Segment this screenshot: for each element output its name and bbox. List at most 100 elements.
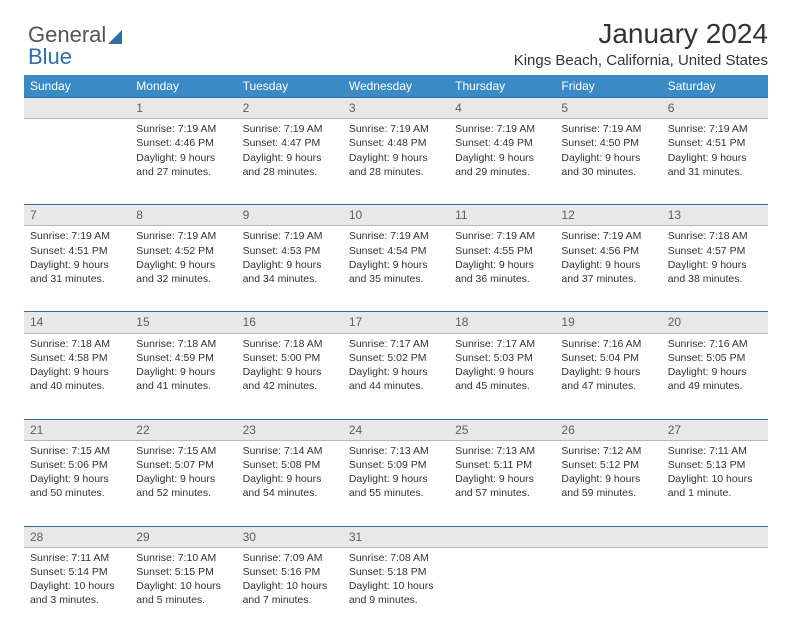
day1-text: Daylight: 9 hours <box>243 151 337 165</box>
day-number: 24 <box>343 419 449 440</box>
day2-text: and 30 minutes. <box>561 165 655 179</box>
day1-text: Daylight: 9 hours <box>349 365 443 379</box>
day2-text: and 54 minutes. <box>243 486 337 500</box>
day2-text: and 47 minutes. <box>561 379 655 393</box>
sunrise-text: Sunrise: 7:11 AM <box>668 444 762 458</box>
day-cell: Sunrise: 7:19 AMSunset: 4:53 PMDaylight:… <box>237 226 343 312</box>
sunset-text: Sunset: 5:18 PM <box>349 565 443 579</box>
sunset-text: Sunset: 4:50 PM <box>561 136 655 150</box>
daynum-row: 21222324252627 <box>24 419 768 440</box>
sunset-text: Sunset: 5:08 PM <box>243 458 337 472</box>
day-cell: Sunrise: 7:18 AMSunset: 4:57 PMDaylight:… <box>662 226 768 312</box>
day2-text: and 31 minutes. <box>668 165 762 179</box>
sunset-text: Sunset: 4:59 PM <box>136 351 230 365</box>
month-title: January 2024 <box>24 18 768 50</box>
sunset-text: Sunset: 5:11 PM <box>455 458 549 472</box>
day-number <box>662 526 768 547</box>
day1-text: Daylight: 9 hours <box>561 365 655 379</box>
sunrise-text: Sunrise: 7:19 AM <box>349 122 443 136</box>
sunset-text: Sunset: 4:53 PM <box>243 244 337 258</box>
daynum-row: 78910111213 <box>24 205 768 226</box>
week-row: Sunrise: 7:19 AMSunset: 4:46 PMDaylight:… <box>24 119 768 205</box>
day-cell: Sunrise: 7:12 AMSunset: 5:12 PMDaylight:… <box>555 440 661 526</box>
day-number <box>555 526 661 547</box>
day2-text: and 55 minutes. <box>349 486 443 500</box>
day-number: 2 <box>237 98 343 119</box>
day-cell: Sunrise: 7:16 AMSunset: 5:04 PMDaylight:… <box>555 333 661 419</box>
day1-text: Daylight: 9 hours <box>561 151 655 165</box>
sunset-text: Sunset: 5:09 PM <box>349 458 443 472</box>
day-cell: Sunrise: 7:13 AMSunset: 5:11 PMDaylight:… <box>449 440 555 526</box>
sunrise-text: Sunrise: 7:16 AM <box>561 337 655 351</box>
sunrise-text: Sunrise: 7:19 AM <box>136 229 230 243</box>
day-number: 14 <box>24 312 130 333</box>
day2-text: and 5 minutes. <box>136 593 230 607</box>
sunrise-text: Sunrise: 7:13 AM <box>455 444 549 458</box>
sunset-text: Sunset: 4:47 PM <box>243 136 337 150</box>
day-number: 22 <box>130 419 236 440</box>
day1-text: Daylight: 9 hours <box>30 472 124 486</box>
day-number: 26 <box>555 419 661 440</box>
day-cell: Sunrise: 7:11 AMSunset: 5:14 PMDaylight:… <box>24 547 130 633</box>
sunrise-text: Sunrise: 7:19 AM <box>561 122 655 136</box>
day2-text: and 3 minutes. <box>30 593 124 607</box>
day-number: 8 <box>130 205 236 226</box>
day1-text: Daylight: 9 hours <box>136 365 230 379</box>
logo-part2: Blue <box>28 44 72 70</box>
day-number: 10 <box>343 205 449 226</box>
day2-text: and 35 minutes. <box>349 272 443 286</box>
day1-text: Daylight: 9 hours <box>455 258 549 272</box>
sunset-text: Sunset: 5:05 PM <box>668 351 762 365</box>
day-number: 21 <box>24 419 130 440</box>
day1-text: Daylight: 9 hours <box>136 258 230 272</box>
sunset-text: Sunset: 5:14 PM <box>30 565 124 579</box>
sunset-text: Sunset: 5:13 PM <box>668 458 762 472</box>
day-cell: Sunrise: 7:19 AMSunset: 4:55 PMDaylight:… <box>449 226 555 312</box>
day-cell: Sunrise: 7:10 AMSunset: 5:15 PMDaylight:… <box>130 547 236 633</box>
day1-text: Daylight: 10 hours <box>243 579 337 593</box>
sunset-text: Sunset: 5:04 PM <box>561 351 655 365</box>
day-cell: Sunrise: 7:19 AMSunset: 4:49 PMDaylight:… <box>449 119 555 205</box>
sunrise-text: Sunrise: 7:19 AM <box>243 122 337 136</box>
day2-text: and 41 minutes. <box>136 379 230 393</box>
day2-text: and 50 minutes. <box>30 486 124 500</box>
day-cell: Sunrise: 7:19 AMSunset: 4:54 PMDaylight:… <box>343 226 449 312</box>
sunrise-text: Sunrise: 7:19 AM <box>455 122 549 136</box>
day1-text: Daylight: 9 hours <box>136 472 230 486</box>
day1-text: Daylight: 9 hours <box>243 258 337 272</box>
day2-text: and 38 minutes. <box>668 272 762 286</box>
sunset-text: Sunset: 5:07 PM <box>136 458 230 472</box>
sunset-text: Sunset: 4:52 PM <box>136 244 230 258</box>
sunset-text: Sunset: 5:03 PM <box>455 351 549 365</box>
title-block: January 2024 Kings Beach, California, Un… <box>24 18 768 69</box>
sunrise-text: Sunrise: 7:12 AM <box>561 444 655 458</box>
day1-text: Daylight: 9 hours <box>349 472 443 486</box>
day-cell: Sunrise: 7:15 AMSunset: 5:06 PMDaylight:… <box>24 440 130 526</box>
day-number: 16 <box>237 312 343 333</box>
day2-text: and 44 minutes. <box>349 379 443 393</box>
day-number: 4 <box>449 98 555 119</box>
day1-text: Daylight: 9 hours <box>668 151 762 165</box>
day2-text: and 7 minutes. <box>243 593 337 607</box>
sunset-text: Sunset: 4:51 PM <box>30 244 124 258</box>
week-row: Sunrise: 7:11 AMSunset: 5:14 PMDaylight:… <box>24 547 768 633</box>
sunrise-text: Sunrise: 7:18 AM <box>668 229 762 243</box>
sunset-text: Sunset: 5:00 PM <box>243 351 337 365</box>
day-cell: Sunrise: 7:16 AMSunset: 5:05 PMDaylight:… <box>662 333 768 419</box>
sunrise-text: Sunrise: 7:17 AM <box>349 337 443 351</box>
sunset-text: Sunset: 5:02 PM <box>349 351 443 365</box>
sunrise-text: Sunrise: 7:15 AM <box>30 444 124 458</box>
day1-text: Daylight: 10 hours <box>136 579 230 593</box>
day-cell: Sunrise: 7:19 AMSunset: 4:56 PMDaylight:… <box>555 226 661 312</box>
sunrise-text: Sunrise: 7:13 AM <box>349 444 443 458</box>
sunrise-text: Sunrise: 7:08 AM <box>349 551 443 565</box>
day1-text: Daylight: 9 hours <box>30 365 124 379</box>
day-cell <box>24 119 130 205</box>
day-number: 30 <box>237 526 343 547</box>
day2-text: and 27 minutes. <box>136 165 230 179</box>
day-cell: Sunrise: 7:18 AMSunset: 4:59 PMDaylight:… <box>130 333 236 419</box>
sunrise-text: Sunrise: 7:19 AM <box>349 229 443 243</box>
day-number: 9 <box>237 205 343 226</box>
day-number: 12 <box>555 205 661 226</box>
sunrise-text: Sunrise: 7:19 AM <box>30 229 124 243</box>
